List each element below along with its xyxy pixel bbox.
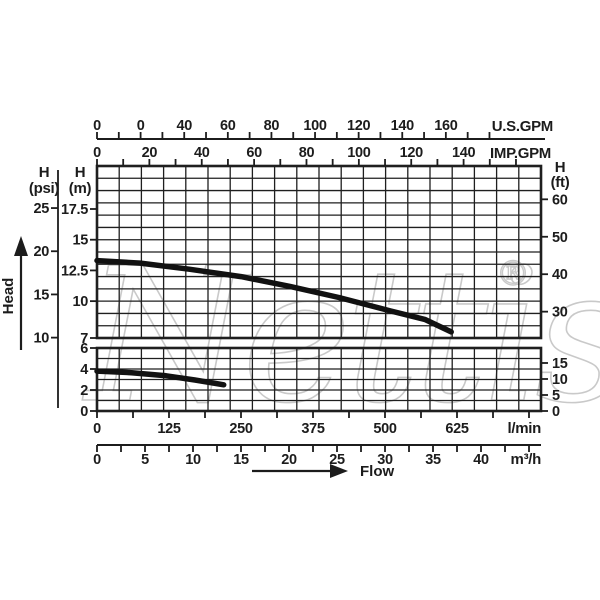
us-gpm-tick-label: 100: [303, 118, 327, 134]
m-tick-label: 2: [80, 383, 88, 399]
psi-tick-label: 10: [33, 331, 49, 347]
psi-tick-label: 15: [33, 287, 49, 303]
imp-gpm-tick-label: 80: [299, 145, 315, 161]
us-gpm-tick-label: 140: [391, 118, 415, 134]
m3h-tick-label: 15: [233, 452, 249, 468]
ft-axis-header-h: H: [555, 159, 566, 176]
flow-arrow-right-icon: [330, 464, 348, 478]
ft-axis-header-unit: (ft): [551, 174, 570, 191]
m-axis-header-h: H: [75, 164, 86, 181]
flow-axis-arrow: [252, 464, 348, 478]
ft-tick-label: 50: [552, 230, 568, 246]
l-min-unit-label: l/min: [507, 420, 541, 437]
ft-tick-label: 40: [552, 267, 568, 283]
curve-layer: [94, 257, 454, 388]
l-min-tick-label: 500: [373, 421, 397, 437]
m3h-tick-label: 25: [329, 452, 345, 468]
us-gpm-tick-label: 0: [93, 118, 101, 134]
head-axis-arrow: [14, 236, 28, 350]
imp-gpm-tick-label: 60: [246, 145, 262, 161]
m-tick-label: 4: [80, 362, 88, 378]
m3h-tick-label: 0: [93, 452, 101, 468]
m3h-unit-label: m³/h: [511, 451, 542, 468]
imp-gpm-tick-label: 0: [93, 145, 101, 161]
ft-tick-label: 15: [552, 356, 568, 372]
imp-gpm-tick-label: 20: [142, 145, 158, 161]
imp-gpm-tick-label: 140: [452, 145, 476, 161]
psi-tick-label: 20: [33, 244, 49, 260]
m-tick-label: 12.5: [61, 263, 88, 279]
us-gpm-unit-label: U.S.GPM: [492, 118, 553, 135]
m3h-tick-label: 40: [473, 452, 489, 468]
psi-tick-label: 25: [33, 201, 49, 217]
m3h-tick-label: 10: [185, 452, 201, 468]
l-min-tick-label: 0: [93, 421, 101, 437]
ft-tick-label: 60: [552, 192, 568, 208]
ft-tick-label: 30: [552, 305, 568, 321]
imp-gpm-tick-label: 100: [347, 145, 371, 161]
main-pump-curve: [94, 257, 454, 335]
imp-gpm-tick-label: 120: [400, 145, 424, 161]
m-tick-label: 7: [80, 331, 88, 347]
m3h-tick-label: 30: [377, 452, 393, 468]
us-gpm-tick-label: 60: [220, 118, 236, 134]
m-tick-label: 10: [72, 294, 88, 310]
l-min-tick-label: 375: [301, 421, 325, 437]
flow-axis-label: Flow: [360, 463, 394, 480]
m3h-tick-label: 20: [281, 452, 297, 468]
m-tick-label: 17.5: [61, 202, 88, 218]
us-gpm-tick-label: 160: [434, 118, 458, 134]
m3h-tick-label: 5: [141, 452, 149, 468]
head-arrow-up-icon: [14, 236, 28, 256]
ft-tick-label: 10: [552, 372, 568, 388]
us-gpm-tick-label: 40: [176, 118, 192, 134]
ft-tick-label: 0: [552, 404, 560, 420]
m-tick-label: 0: [80, 404, 88, 420]
us-gpm-tick-label: 0: [137, 118, 145, 134]
secondary-pump-curve: [94, 368, 227, 388]
m-tick-label: 6: [80, 341, 88, 357]
psi-axis-header-h: H: [39, 164, 50, 181]
l-min-tick-label: 625: [445, 421, 469, 437]
m3h-tick-label: 35: [425, 452, 441, 468]
m-axis-header-unit: (m): [69, 180, 92, 197]
imp-gpm-unit-label: IMP.GPM: [490, 145, 551, 162]
imp-gpm-tick-label: 40: [194, 145, 210, 161]
registered-trademark-icon: ®: [496, 254, 530, 294]
psi-axis-header-unit: (psi): [29, 180, 59, 197]
upper-plot-border: [95, 164, 543, 340]
m-tick-label: 15: [72, 233, 88, 249]
grid-layer: [95, 164, 543, 413]
l-min-tick-label: 125: [157, 421, 181, 437]
us-gpm-tick-label: 80: [264, 118, 280, 134]
us-gpm-tick-label: 120: [347, 118, 371, 134]
head-axis-label: Head: [0, 278, 17, 315]
l-min-tick-label: 250: [229, 421, 253, 437]
ft-tick-label: 5: [552, 388, 560, 404]
